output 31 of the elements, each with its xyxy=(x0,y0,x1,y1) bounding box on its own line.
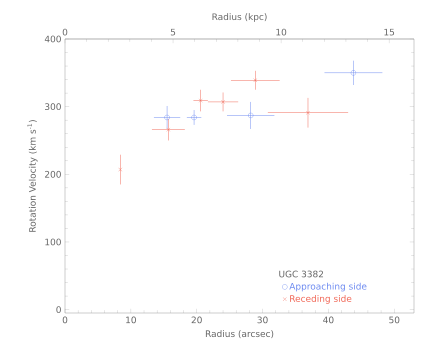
y-tick-label: 400 xyxy=(44,36,61,42)
y-axis-title: Rotation Velocity (km s$^{-1}$) xyxy=(28,120,38,232)
x-tick-label: 50 xyxy=(389,316,400,324)
y-tick-label: 0 xyxy=(56,306,61,314)
x2-tick-label: 5 xyxy=(170,28,176,36)
y-tick-label: 300 xyxy=(45,103,61,110)
point xyxy=(221,100,225,104)
point xyxy=(306,110,310,115)
legend-title: UGC 3382 xyxy=(279,270,324,278)
x2-tick-label: 0 xyxy=(62,28,68,36)
point xyxy=(118,168,122,172)
legend-label: Approaching side xyxy=(289,282,366,292)
point xyxy=(166,128,170,132)
x2-axis-title: Radius (kpc) xyxy=(212,13,267,22)
x-axis-title: Radius (arcsec) xyxy=(206,330,274,338)
x-tick-label: 20 xyxy=(192,316,202,324)
y-tick-label: 200 xyxy=(45,170,61,178)
point xyxy=(253,78,258,82)
point xyxy=(164,114,170,120)
x-tick-label: 10 xyxy=(126,316,136,324)
y-tick-label: 100 xyxy=(45,238,61,246)
point xyxy=(191,114,197,120)
x-tick-label: 40 xyxy=(323,316,334,324)
x-tick-label: 0 xyxy=(62,316,68,324)
x2-tick-label: 15 xyxy=(384,28,394,36)
point xyxy=(198,98,203,103)
x2-tick-label: 10 xyxy=(276,28,286,36)
point xyxy=(248,112,254,118)
legend-label: Receding side xyxy=(290,295,352,304)
point xyxy=(350,70,356,76)
x-tick-label: 30 xyxy=(258,316,268,324)
